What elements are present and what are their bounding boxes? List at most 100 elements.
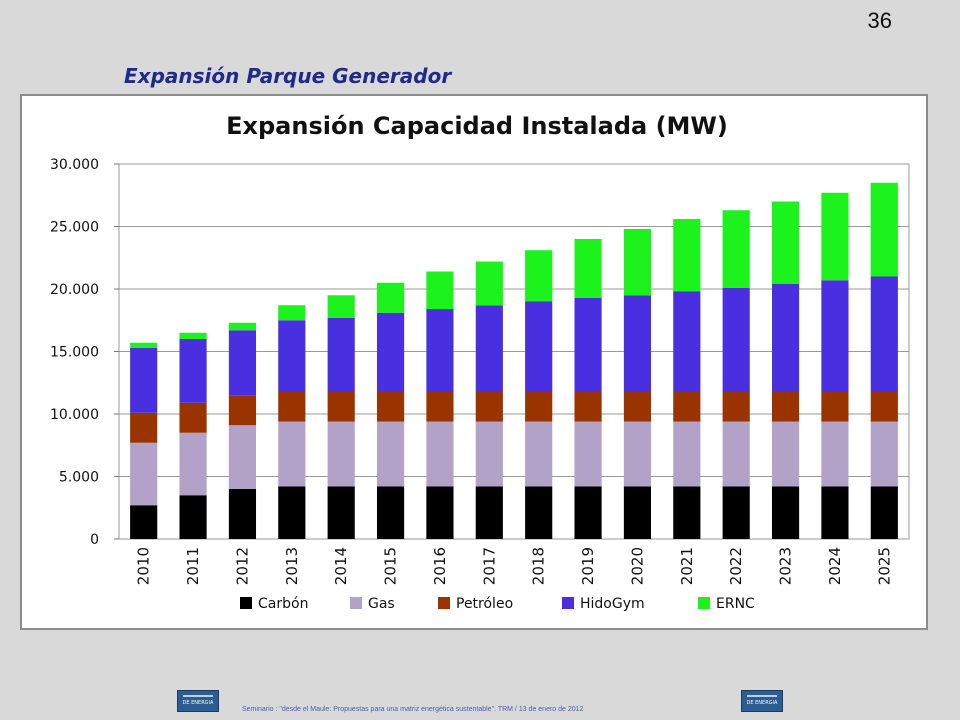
bar-carb-n-2010 [130,505,158,539]
bar-hidogym-2016 [426,309,454,392]
legend-swatch [438,597,450,609]
bar-carb-n-2020 [623,486,652,539]
bar-hidogym-2010 [130,347,158,413]
bar-ernc-2020 [623,229,652,296]
x-tick-label: 2018 [530,547,548,585]
footer-text: Seminario : "desde el Maule: Propuestas … [242,706,584,713]
x-tick-label: 2025 [875,547,893,585]
bar-gas-2013 [278,421,306,487]
bar-hidogym-2024 [821,280,849,392]
y-tick-label: 15.000 [50,345,99,361]
bar-ernc-2023 [771,201,800,284]
legend-swatch [350,597,362,609]
bar-gas-2022 [722,421,750,487]
ministry-logo-right: DE ENERGIA [741,690,783,712]
x-tick-label: 2012 [233,547,251,585]
bar-hidogym-2014 [327,317,355,392]
bar-hidogym-2022 [722,287,750,392]
bar-gas-2014 [327,421,355,487]
x-tick-label: 2021 [678,547,696,585]
bar-carb-n-2024 [821,486,849,539]
bar-petr-leo-2021 [673,391,701,422]
bar-petr-leo-2022 [722,391,750,422]
x-tick-label: 2014 [332,547,350,585]
y-tick-label: 20.000 [50,282,99,298]
x-tick-label: 2019 [579,547,597,585]
bar-hidogym-2012 [228,330,257,396]
bar-petr-leo-2013 [278,391,306,422]
bar-carb-n-2017 [475,486,503,539]
slide-number: 36 [867,8,892,33]
bar-hidogym-2018 [525,301,553,392]
bar-hidogym-2020 [623,295,652,392]
bar-ernc-2015 [376,282,405,313]
bar-gas-2020 [623,421,652,487]
bar-ernc-2010 [130,342,158,348]
bar-gas-2019 [574,421,602,487]
bar-carb-n-2016 [426,486,454,539]
bar-ernc-2014 [327,295,355,318]
bar-gas-2018 [525,421,553,487]
bar-carb-n-2018 [525,486,553,539]
bar-ernc-2019 [574,239,602,298]
bar-gas-2021 [673,421,701,487]
bar-petr-leo-2019 [574,391,602,422]
y-tick-label: 0 [90,532,99,548]
x-tick-label: 2010 [135,547,153,585]
x-tick-label: 2020 [628,547,646,585]
bar-carb-n-2023 [771,486,800,539]
bar-gas-2023 [771,421,800,487]
x-tick-label: 2022 [727,547,745,585]
bar-petr-leo-2017 [475,391,503,422]
bar-ernc-2024 [821,192,849,281]
legend-label: Petróleo [456,596,513,612]
y-tick-label: 30.000 [50,157,99,173]
bar-hidogym-2015 [376,312,405,392]
bar-gas-2016 [426,421,454,487]
legend-label: ERNC [716,596,755,612]
bar-petr-leo-2015 [376,391,405,422]
bar-ernc-2016 [426,271,454,309]
x-tick-label: 2013 [283,547,301,585]
bar-hidogym-2013 [278,320,306,392]
legend-label: Carbón [258,596,308,612]
legend-label: Gas [368,596,395,612]
bar-petr-leo-2020 [623,391,652,422]
legend-label: HidoGym [580,596,645,612]
bar-gas-2025 [870,421,898,487]
bar-ernc-2011 [179,332,207,339]
bar-hidogym-2025 [870,276,898,392]
capacity-chart: Expansión Capacidad Instalada (MW) 0 5.00… [50,112,910,612]
bar-petr-leo-2012 [228,395,257,426]
bar-carb-n-2014 [327,486,355,539]
bar-gas-2012 [228,425,257,489]
x-tick-label: 2011 [184,547,202,585]
bar-petr-leo-2010 [130,412,158,443]
bar-petr-leo-2016 [426,391,454,422]
bar-carb-n-2021 [673,486,701,539]
x-tick-label: 2017 [480,547,498,585]
bar-carb-n-2012 [228,489,257,539]
bar-carb-n-2013 [278,486,306,539]
bar-gas-2017 [475,421,503,487]
x-tick-label: 2023 [777,547,795,585]
bar-petr-leo-2025 [870,391,898,422]
legend-swatch [562,597,574,609]
bar-petr-leo-2018 [525,391,553,422]
bar-gas-2015 [376,421,405,487]
bar-carb-n-2019 [574,486,602,539]
footer: DE ENERGIA Seminario : "desde el Maule: … [0,688,960,720]
bar-ernc-2013 [278,305,306,321]
slide-title: Expansión Parque Generador [124,64,452,88]
legend-swatch [698,597,710,609]
bar-carb-n-2015 [376,486,405,539]
bar-ernc-2012 [228,322,257,331]
bar-gas-2024 [821,421,849,487]
y-tick-label: 25.000 [50,220,99,236]
bar-ernc-2017 [475,261,503,306]
ministry-logo-left: DE ENERGIA [177,690,219,712]
x-tick-label: 2024 [826,547,844,585]
chart-frame: Expansión Capacidad Instalada (MW) 0 5.00… [20,94,928,630]
bar-ernc-2025 [870,182,898,277]
bar-hidogym-2011 [179,339,207,403]
